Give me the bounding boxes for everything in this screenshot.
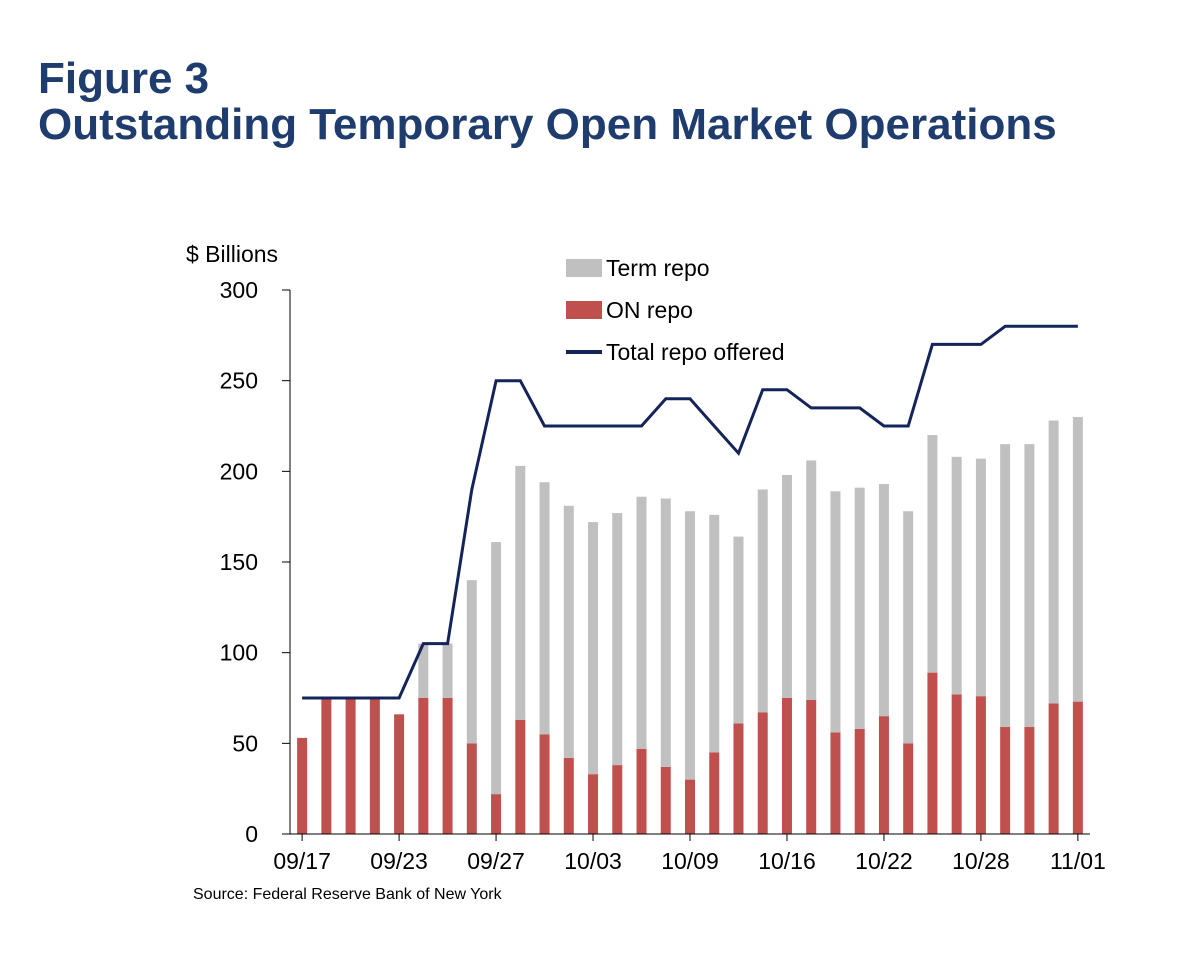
on-repo-bar [1072,701,1083,834]
term-repo-bar [539,482,550,735]
term-repo-bar [418,643,429,698]
on-repo-bar [830,732,841,834]
on-repo-bar [297,737,308,834]
term-repo-bar [733,536,744,724]
term-repo-bar [1048,420,1059,704]
on-repo-bar [903,743,914,834]
term-repo-bar [612,513,623,766]
on-repo-bar [806,699,817,834]
term-repo-bar [1072,416,1083,702]
on-repo-bar [709,752,720,834]
term-repo-bar [442,643,453,698]
x-tick-label: 09/17 [273,848,331,874]
on-repo-bar [975,696,986,834]
y-tick-label: 150 [220,549,258,575]
on-repo-bar [781,698,792,834]
on-repo-bar [394,714,405,834]
on-repo-bar [733,723,744,834]
on-repo-bar [369,698,380,834]
term-repo-bar [1024,444,1035,728]
x-tick-label: 09/27 [467,848,525,874]
legend: Term repo ON repo Total repo offered [566,255,785,365]
y-axis-label: $ Billions [186,241,278,267]
x-tick-label: 10/03 [564,848,622,874]
source-note: Source: Federal Reserve Bank of New York [193,886,502,903]
term-repo-bar [806,460,817,700]
term-repo-bar [854,487,865,729]
y-tick-label: 100 [220,640,258,666]
term-repo-bar [878,484,889,717]
line-group [302,324,1078,700]
on-repo-bar [418,698,429,834]
term-repo-bar [951,456,962,695]
x-tick-label: 10/28 [952,848,1010,874]
figure-heading: Outstanding Temporary Open Market Operat… [38,100,1057,149]
legend-on-repo-label: ON repo [606,297,693,323]
axes: 0 50 100 150 200 250 300 09/17 09/23 09/27 10/03 10… [220,277,1106,874]
on-repo-bar [491,794,502,834]
on-repo-bar [1000,727,1011,834]
term-repo-bar [709,514,720,753]
term-repo-bar [491,542,502,795]
figure-label: Figure 3 [38,54,210,103]
legend-term-repo-label: Term repo [606,255,710,281]
on-repo-bar [612,765,623,834]
y-tick-label: 0 [245,821,258,847]
legend-on-repo-swatch [566,301,602,319]
term-repo-bar [636,496,647,749]
on-repo-bar [1024,727,1035,834]
term-repo-bar [781,474,792,698]
on-repo-bar [685,779,695,834]
term-repo-bar [830,491,841,733]
term-repo-bar [588,522,599,775]
y-tick-label: 250 [220,368,258,394]
total-repo-offered-line [302,324,1078,700]
on-repo-bar [442,698,453,834]
on-repo-bar [588,774,599,834]
on-repo-bar [321,698,332,834]
y-tick-label: 50 [232,730,258,756]
bar-group [297,416,1083,834]
on-repo-bar [345,698,356,834]
legend-total-repo-offered-label: Total repo offered [606,339,785,365]
y-tick-label: 200 [220,458,258,484]
term-repo-bar [975,458,986,697]
term-repo-bar [927,435,938,673]
on-repo-bar [660,766,671,834]
on-repo-bar [1048,703,1059,834]
on-repo-bar [951,694,962,834]
x-tick-label: 10/16 [758,848,816,874]
on-repo-bar [878,716,889,834]
on-repo-bar [563,757,574,834]
term-repo-bar [1000,444,1011,728]
x-tick-label: 11/01 [1050,848,1106,874]
term-repo-bar [757,489,768,713]
term-repo-bar [563,505,574,758]
term-repo-bar [685,511,695,780]
y-tick-label: 300 [220,277,258,303]
legend-term-repo-swatch [566,259,602,277]
on-repo-bar [636,748,647,834]
on-repo-bar [466,743,477,834]
x-tick-label: 10/09 [661,848,719,874]
on-repo-bar [539,734,550,834]
term-repo-bar [660,498,671,767]
on-repo-bar [927,672,938,834]
x-tick-label: 09/23 [370,848,428,874]
on-repo-bar [854,728,865,834]
x-tick-label: 10/22 [855,848,913,874]
on-repo-bar [515,719,526,834]
on-repo-bar [757,712,768,834]
figure-title: Figure 3 Outstanding Temporary Open Mark… [38,56,1057,148]
term-repo-bar [515,465,526,720]
term-repo-bar [903,511,914,744]
term-repo-bar [466,580,477,744]
